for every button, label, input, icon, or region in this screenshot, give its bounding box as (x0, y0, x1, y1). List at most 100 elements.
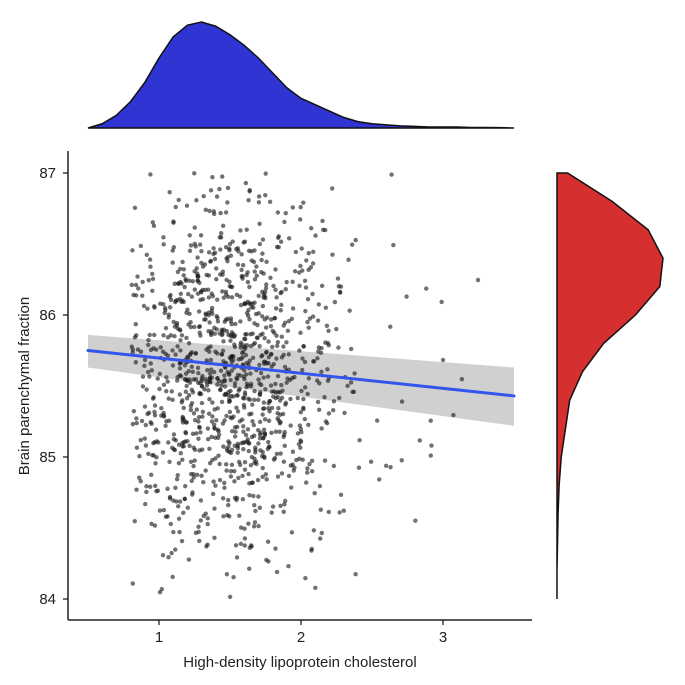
scatter-point (246, 521, 251, 526)
scatter-point (348, 346, 354, 352)
scatter-point (264, 350, 269, 355)
scatter-point (176, 460, 182, 466)
scatter-point (252, 397, 257, 402)
scatter-point (227, 594, 233, 600)
scatter-point (286, 564, 291, 569)
scatter-point (424, 286, 429, 291)
scatter-point (241, 349, 246, 355)
scatter-point (219, 352, 225, 357)
scatter-point (210, 294, 216, 299)
scatter-point (391, 242, 396, 248)
scatter-point (215, 382, 220, 387)
scatter-point (242, 301, 247, 307)
scatter-point (268, 352, 274, 357)
scatter-point (262, 417, 268, 422)
scatter-point (241, 424, 246, 429)
scatter-point (337, 290, 343, 295)
scatter-point (189, 364, 195, 370)
scatter-point (161, 242, 166, 247)
scatter-point (245, 427, 251, 432)
scatter-point (221, 339, 226, 344)
scatter-point (349, 242, 355, 247)
scatter-point (262, 433, 268, 438)
scatter-point (170, 574, 175, 580)
scatter-point (311, 528, 317, 533)
scatter-point (171, 319, 176, 325)
scatter-point (192, 241, 197, 247)
scatter-point (178, 373, 184, 379)
scatter-point (252, 520, 258, 525)
scatter-point (192, 171, 197, 176)
scatter-point (152, 413, 158, 418)
scatter-point (206, 411, 212, 416)
scatter-point (309, 458, 315, 463)
scatter-point (140, 374, 146, 379)
scatter-point (185, 505, 191, 510)
scatter-point (173, 485, 178, 491)
scatter-point (214, 418, 219, 423)
scatter-point (326, 328, 331, 334)
scatter-point (186, 392, 192, 398)
scatter-point (256, 494, 261, 499)
scatter-point (258, 389, 263, 395)
scatter-point (168, 521, 173, 527)
scatter-point (224, 413, 229, 419)
scatter-point (260, 353, 265, 358)
scatter-point (221, 223, 226, 229)
scatter-point (181, 510, 186, 515)
scatter-point (210, 400, 215, 405)
scatter-point (244, 310, 250, 316)
scatter-point (278, 503, 283, 509)
scatter-point (237, 462, 243, 468)
scatter-point (319, 369, 324, 375)
scatter-point (165, 379, 170, 384)
scatter-point (207, 446, 212, 451)
scatter-point (143, 443, 149, 448)
scatter-point (204, 380, 210, 385)
scatter-point (206, 273, 211, 278)
scatter-point (131, 409, 137, 414)
scatter-point (203, 287, 208, 293)
scatter-point (167, 459, 172, 465)
scatter-point (231, 357, 236, 363)
scatter-point (197, 425, 202, 430)
scatter-point (218, 210, 223, 216)
scatter-point (315, 399, 321, 405)
scatter-point (288, 463, 294, 468)
scatter-point (208, 357, 214, 363)
scatter-point (190, 279, 195, 284)
scatter-point (280, 411, 286, 417)
scatter-point (183, 420, 189, 425)
scatter-point (174, 320, 180, 326)
scatter-point (258, 370, 264, 376)
scatter-point (263, 387, 268, 392)
regression-line-layer (86, 349, 516, 398)
scatter-point (244, 384, 249, 390)
scatter-point (263, 325, 269, 330)
scatter-point (199, 260, 204, 266)
scatter-point (214, 266, 219, 271)
scatter-point (298, 217, 303, 222)
scatter-point (220, 174, 225, 179)
scatter-point (269, 430, 274, 436)
scatter-point (205, 368, 210, 373)
scatter-point (172, 281, 177, 286)
scatter-point (248, 463, 254, 468)
scatter-point (214, 277, 219, 282)
scatter-point (288, 423, 293, 428)
scatter-point (163, 388, 169, 394)
scatter-point (195, 472, 200, 477)
scatter-point (187, 233, 192, 238)
scatter-point (238, 541, 244, 547)
scatter-point (273, 381, 278, 387)
scatter-point (389, 172, 394, 177)
scatter-point (148, 420, 153, 425)
scatter-point (254, 264, 259, 269)
scatter-point (184, 396, 190, 401)
scatter-point (129, 282, 134, 288)
scatter-point (198, 333, 203, 338)
scatter-point (315, 318, 321, 323)
scatter-point (260, 474, 265, 479)
scatter-point (252, 277, 258, 282)
scatter-point (232, 384, 238, 389)
